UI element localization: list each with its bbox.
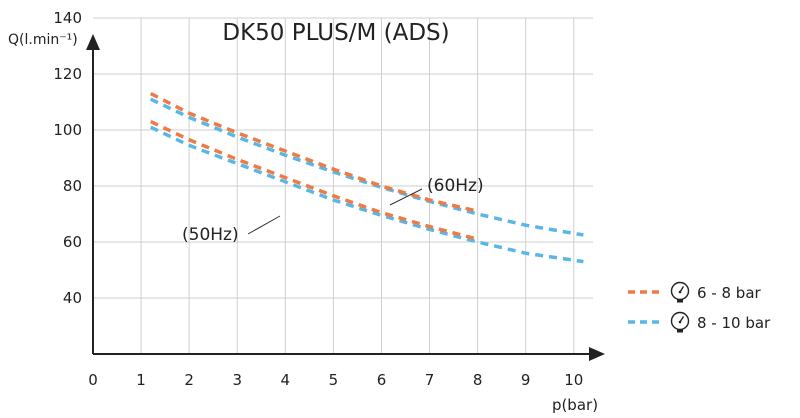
pressure-gauge-icon [670,311,690,333]
legend-item-8-10-bar: 8 - 10 bar [628,311,771,333]
pressure-gauge-icon [670,281,690,303]
x-tick-label: 7 [425,371,435,389]
y-tick-label: 40 [63,289,82,307]
y-tick-label: 60 [63,233,82,251]
x-axis-label: p(bar) [552,396,598,414]
chart-title: DK50 PLUS/M (ADS) [222,20,449,46]
series-lines [149,92,584,264]
series-line [149,97,584,237]
x-axis-arrow [589,347,605,361]
x-tick-label: 4 [281,371,291,389]
x-tick-label: 3 [232,371,242,389]
x-tick-label: 0 [88,371,98,389]
legend-label: 6 - 8 bar [697,284,762,302]
annotation-50hz: (50Hz) [182,225,239,245]
legend-item-6-8-bar: 6 - 8 bar [628,281,762,303]
x-tick-label: 9 [521,371,531,389]
x-tick-label: 10 [564,371,583,389]
y-tick-label: 80 [63,177,82,195]
y-tick-label: 100 [53,121,82,139]
annotation-60hz-leader [389,188,423,206]
annotation-50hz-leader [247,215,281,235]
series-line [149,125,584,264]
x-tick-label: 2 [184,371,194,389]
legend: 6 - 8 bar 8 - 10 bar [628,281,771,333]
y-axis-arrow [86,34,100,50]
y-tick-labels: 40 60 80 100 120 140 [53,9,82,307]
series-line [149,120,479,241]
x-tick-label: 8 [473,371,483,389]
y-axis-label: Q(l.min⁻¹) [8,32,78,48]
axes [86,34,605,361]
x-tick-label: 1 [136,371,146,389]
y-tick-label: 140 [53,9,82,27]
x-tick-label: 5 [329,371,339,389]
annotation-60hz: (60Hz) [427,176,484,196]
y-tick-label: 120 [53,65,82,83]
series-line [149,92,478,213]
x-tick-label: 6 [377,371,387,389]
legend-label: 8 - 10 bar [697,314,771,332]
grid [93,17,593,355]
x-tick-labels: 0 1 2 3 4 5 6 7 8 9 10 [88,371,583,389]
